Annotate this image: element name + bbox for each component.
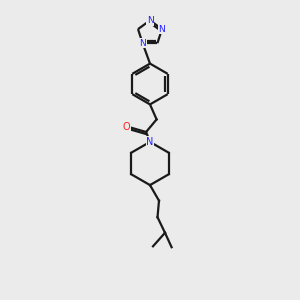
Text: N: N: [159, 25, 165, 34]
Text: N: N: [146, 137, 154, 147]
Text: N: N: [147, 16, 153, 25]
Text: O: O: [123, 122, 130, 132]
Text: N: N: [139, 39, 146, 48]
